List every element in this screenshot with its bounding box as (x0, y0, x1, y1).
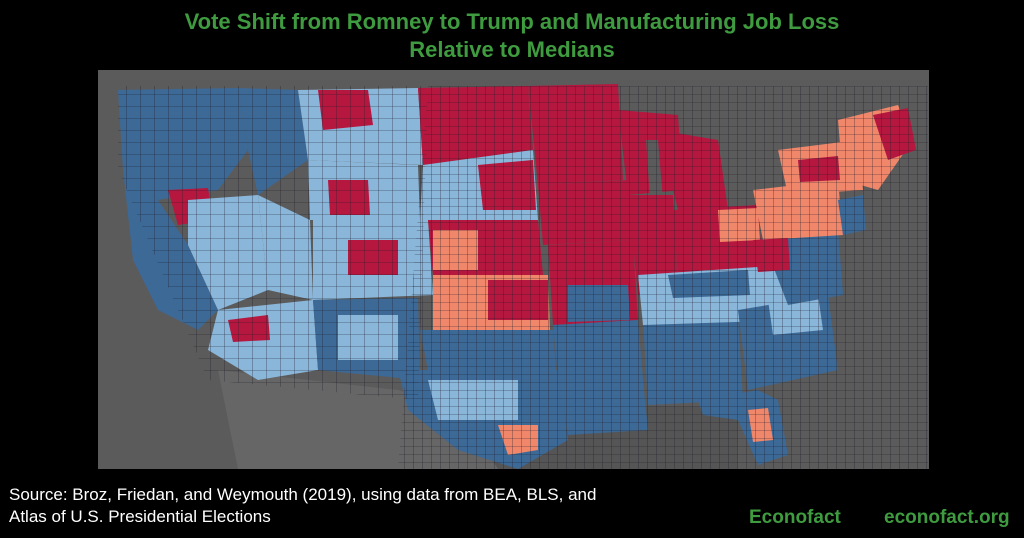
source-line-2: Atlas of U.S. Presidential Elections (9, 507, 271, 526)
county-choropleth-map (98, 70, 929, 469)
title-line-2: Relative to Medians (409, 37, 615, 62)
site-link[interactable]: econofact.org (884, 507, 1010, 528)
title-line-1: Vote Shift from Romney to Trump and Manu… (184, 9, 840, 34)
source-line-1: Source: Broz, Friedan, and Weymouth (201… (9, 485, 597, 504)
chart-title: Vote Shift from Romney to Trump and Manu… (0, 8, 1024, 64)
brand-name: Econofact (749, 507, 841, 528)
source-note: Source: Broz, Friedan, and Weymouth (201… (9, 484, 596, 528)
map-svg (98, 70, 929, 469)
county-boundaries (118, 86, 928, 469)
